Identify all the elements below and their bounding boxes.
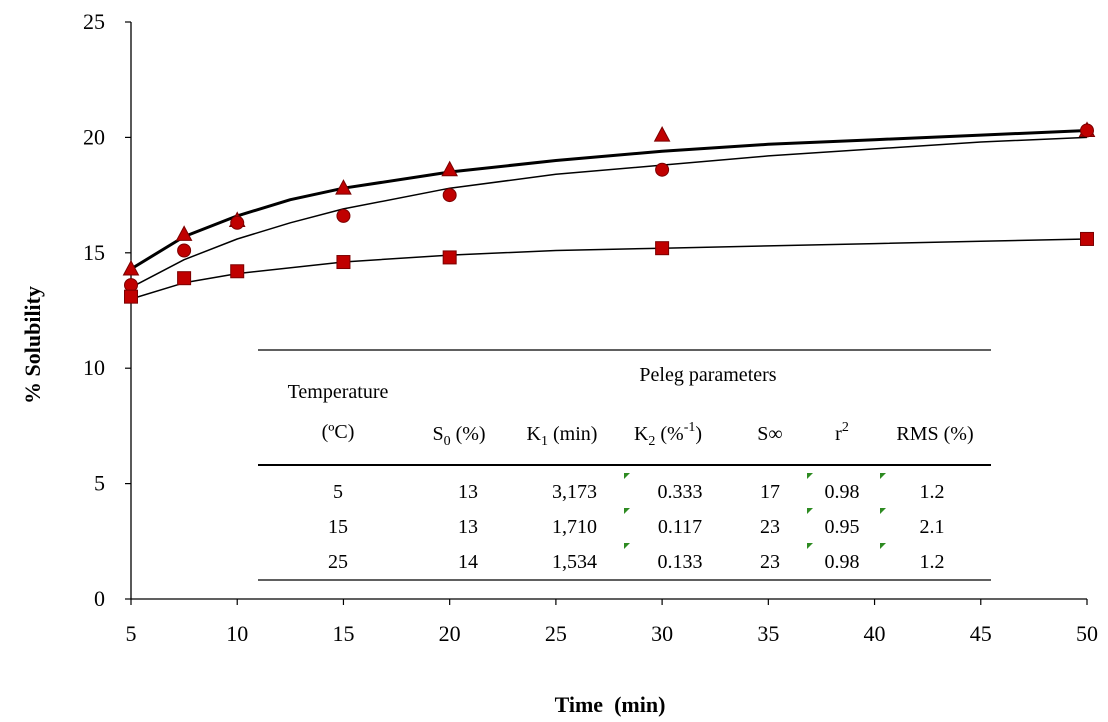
point-triangle-4 bbox=[441, 160, 459, 177]
cell-indicator-icon bbox=[880, 508, 886, 514]
point-square-3 bbox=[336, 255, 351, 270]
table-rows: 5 13 3,173 0.333 17 0.98 1.2 15 13 1,710 0.117 23 0.… bbox=[328, 481, 945, 573]
cell-indicator-icon bbox=[880, 473, 886, 479]
y-axis-title: % Solubility bbox=[20, 286, 45, 404]
point-square-5 bbox=[655, 241, 670, 256]
point-circle-1 bbox=[177, 243, 192, 258]
y-tick-label: 20 bbox=[83, 124, 105, 149]
table-column-header-4: r2 bbox=[835, 420, 849, 445]
x-axis-title: Time (min) bbox=[555, 692, 666, 717]
x-tick-label: 20 bbox=[439, 621, 461, 646]
table-cell: 1,710 bbox=[552, 516, 597, 538]
table-header-temperature: Temperature bbox=[288, 381, 389, 403]
point-triangle-0 bbox=[122, 259, 140, 276]
table-cell: 17 bbox=[760, 481, 780, 503]
table-cell: 0.117 bbox=[658, 516, 702, 538]
cell-indicator-icon bbox=[624, 543, 630, 549]
fit-curves bbox=[130, 129, 1088, 300]
cell-indicator-icon bbox=[807, 543, 813, 549]
point-circle-2 bbox=[230, 215, 245, 230]
fit-curve-1 bbox=[130, 136, 1088, 289]
axes bbox=[125, 21, 1088, 605]
data-markers bbox=[122, 121, 1096, 304]
table-cell: 0.333 bbox=[658, 481, 703, 503]
x-tick-label: 50 bbox=[1076, 621, 1098, 646]
table-cell: 23 bbox=[760, 551, 780, 573]
point-triangle-5 bbox=[653, 126, 671, 142]
table-column-header-1: K1 (min) bbox=[527, 423, 598, 449]
table-cell: 3,173 bbox=[552, 481, 597, 503]
cell-indicator-icon bbox=[807, 473, 813, 479]
x-tick-label: 10 bbox=[226, 621, 248, 646]
y-tick-label: 5 bbox=[94, 471, 105, 496]
point-square-1 bbox=[177, 271, 192, 286]
table-header-group: Peleg parameters bbox=[639, 364, 776, 386]
x-tick-label: 15 bbox=[332, 621, 354, 646]
table-column-header-0: S0 (%) bbox=[432, 423, 485, 449]
y-tick-label: 25 bbox=[83, 9, 105, 34]
x-tick-label: 45 bbox=[970, 621, 992, 646]
table-cell: 13 bbox=[458, 516, 478, 538]
point-square-6 bbox=[1080, 231, 1094, 246]
table-cell: 0.98 bbox=[825, 481, 860, 503]
x-tick-label: 5 bbox=[126, 621, 137, 646]
table-cell: 23 bbox=[760, 516, 780, 538]
table-cell: 25 bbox=[328, 551, 348, 573]
point-circle-5 bbox=[655, 162, 670, 177]
table-column-headers: S0 (%) K1 (min) K2 (%-1) S∞ r2 RMS (%) bbox=[432, 420, 973, 449]
table-cell: 0.95 bbox=[825, 516, 860, 538]
cell-indicator-icon bbox=[624, 508, 630, 514]
x-tick-label: 30 bbox=[651, 621, 673, 646]
y-tick-label: 10 bbox=[83, 355, 105, 380]
point-circle-6 bbox=[1080, 123, 1094, 138]
table-header-temperature-unit: (ºC) bbox=[322, 421, 355, 443]
point-square-2 bbox=[230, 264, 245, 279]
fit-curve-2 bbox=[130, 238, 1088, 300]
point-circle-4 bbox=[442, 188, 457, 203]
table-cell: 5 bbox=[333, 481, 343, 503]
cell-indicators bbox=[624, 473, 886, 549]
point-square-0 bbox=[124, 289, 138, 304]
table-cell: 0.133 bbox=[658, 551, 703, 573]
cell-indicator-icon bbox=[880, 543, 886, 549]
table-cell: 1,534 bbox=[552, 551, 597, 573]
y-tick-label: 15 bbox=[83, 240, 105, 265]
point-circle-3 bbox=[336, 208, 351, 223]
table-cell: 0.98 bbox=[825, 551, 860, 573]
cell-indicator-icon bbox=[807, 508, 813, 514]
peleg-parameters-table: Temperature (ºC) Peleg parameters S0 (%)… bbox=[258, 349, 991, 581]
x-tick-label: 25 bbox=[545, 621, 567, 646]
table-column-header-2: K2 (%-1) bbox=[634, 420, 702, 449]
table-cell: 1.2 bbox=[920, 551, 945, 573]
point-triangle-3 bbox=[335, 179, 352, 195]
fit-curve-0 bbox=[130, 129, 1088, 271]
table-cell: 15 bbox=[328, 516, 348, 538]
y-tick-label: 0 bbox=[94, 586, 105, 611]
x-tick-label: 35 bbox=[757, 621, 779, 646]
table-cell: 13 bbox=[458, 481, 478, 503]
table-column-header-3: S∞ bbox=[757, 423, 782, 445]
table-cell: 1.2 bbox=[920, 481, 945, 503]
point-triangle-1 bbox=[175, 225, 193, 241]
x-tick-label: 40 bbox=[864, 621, 886, 646]
table-cell: 14 bbox=[458, 551, 478, 573]
table-cell: 2.1 bbox=[920, 516, 945, 538]
table-column-header-5: RMS (%) bbox=[896, 423, 973, 445]
cell-indicator-icon bbox=[624, 473, 630, 479]
point-square-4 bbox=[442, 250, 457, 265]
